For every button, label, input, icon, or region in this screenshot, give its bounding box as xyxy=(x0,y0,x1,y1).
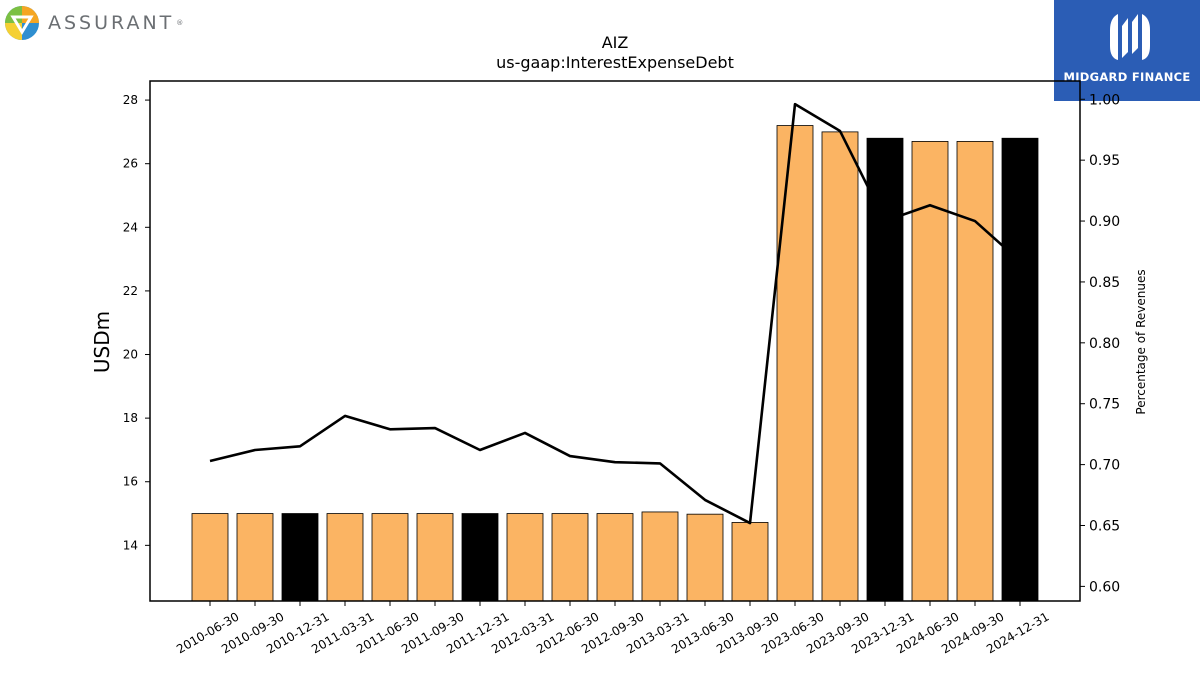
bar-2024-06-30 xyxy=(911,141,949,602)
midgard-logo-text: MIDGARD FINANCE xyxy=(1063,70,1191,84)
midgard-finance-watermark: MIDGARD FINANCE xyxy=(1054,0,1200,101)
bar-2011-03-31 xyxy=(326,513,364,602)
y-tick-label: 28 xyxy=(123,93,138,107)
bar-2024-12-31 xyxy=(1001,137,1039,602)
bar-2010-12-31 xyxy=(281,513,319,602)
y2-tick-label: 0.65 xyxy=(1089,518,1120,534)
bar-2012-06-30 xyxy=(551,513,589,602)
y-tick-label: 26 xyxy=(123,157,138,171)
y-tick-label: 20 xyxy=(123,348,138,362)
bar-2011-06-30 xyxy=(371,513,409,602)
chart-subtitle: us-gaap:InterestExpenseDebt xyxy=(496,53,734,72)
midgard-logo-icon xyxy=(1110,14,1150,60)
bar-2010-09-30 xyxy=(236,513,274,602)
y2-tick-label: 0.85 xyxy=(1089,275,1120,291)
bar-2011-09-30 xyxy=(416,513,454,602)
bar-2010-06-30 xyxy=(191,513,229,602)
bar-2011-12-31 xyxy=(461,513,499,602)
y-tick-label: 22 xyxy=(123,284,138,298)
bar-2023-06-30 xyxy=(776,125,814,602)
y-tick-label: 18 xyxy=(123,411,138,425)
y2-tick-label: 0.60 xyxy=(1089,579,1120,595)
bar-2024-09-30 xyxy=(956,141,994,602)
bar-2023-09-30 xyxy=(821,131,859,602)
assurant-logo-icon xyxy=(5,6,39,40)
bar-series xyxy=(191,125,1039,602)
y-tick-label: 16 xyxy=(123,475,138,489)
y2-tick-label: 0.95 xyxy=(1089,153,1120,169)
y-tick-label: 24 xyxy=(123,220,138,234)
y2-tick-label: 0.75 xyxy=(1089,397,1120,413)
bar-2013-03-31 xyxy=(641,511,679,602)
y2-tick-label: 1.00 xyxy=(1089,92,1120,108)
bar-2013-09-30 xyxy=(731,522,769,602)
bar-2012-03-31 xyxy=(506,513,544,602)
line-series xyxy=(209,102,1021,525)
y2-axis-label: Percentage of Revenues xyxy=(1134,269,1148,414)
y-axis-label: USDm xyxy=(90,311,114,373)
registered-mark: ® xyxy=(176,19,184,27)
assurant-logo: ASSURANT ® xyxy=(4,4,183,42)
y2-tick-label: 0.80 xyxy=(1089,336,1120,352)
bar-2013-06-30 xyxy=(686,513,724,602)
y2-tick-label: 0.90 xyxy=(1089,214,1120,230)
chart-title: AIZ xyxy=(602,33,629,52)
y2-tick-label: 0.70 xyxy=(1089,458,1120,474)
y-tick-label: 14 xyxy=(123,538,138,552)
bar-2012-09-30 xyxy=(596,513,634,602)
bar-2023-12-31 xyxy=(866,137,904,602)
assurant-logo-text: ASSURANT xyxy=(48,12,175,34)
